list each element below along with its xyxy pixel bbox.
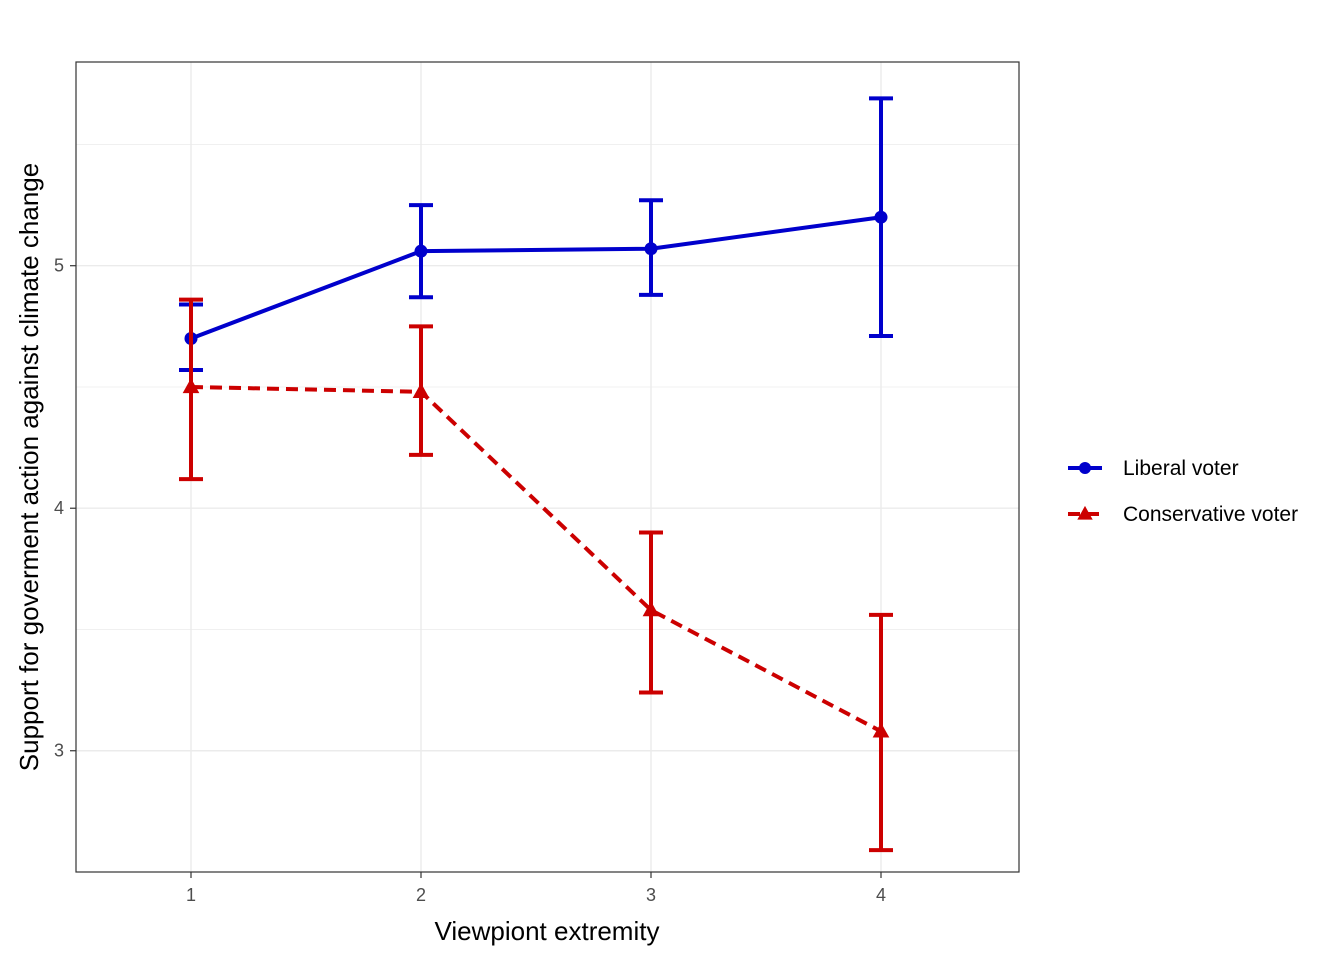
legend-label: Liberal voter	[1123, 457, 1239, 480]
legend-item: Conservative voter	[1068, 503, 1298, 526]
legend-item: Liberal voter	[1068, 457, 1239, 480]
legend-key-marker	[1079, 462, 1091, 474]
y-axis-title: Support for goverment action against cli…	[14, 163, 44, 771]
x-tick-label: 2	[416, 885, 426, 905]
data-point	[874, 210, 888, 224]
series-layer	[179, 96, 893, 853]
data-point	[642, 601, 660, 617]
legend-label: Conservative voter	[1123, 503, 1298, 526]
x-tick-label: 4	[876, 885, 886, 905]
axes-layer: 1 2 3 4 3 4 5	[54, 256, 886, 905]
plot-panel	[76, 62, 1019, 872]
series-line	[190, 215, 882, 341]
series-conservative	[179, 297, 893, 853]
x-axis-title: Viewpiont extremity	[435, 916, 660, 946]
data-point	[182, 378, 200, 394]
y-tick-label: 4	[54, 498, 64, 518]
x-tick-label: 1	[186, 885, 196, 905]
legend-key-marker	[1077, 505, 1093, 520]
series-line	[190, 384, 882, 734]
x-tick-label: 3	[646, 885, 656, 905]
data-point	[414, 244, 428, 258]
plot-border	[75, 61, 1020, 873]
legend: Liberal voter Conservative voter	[1068, 457, 1298, 526]
data-point	[644, 242, 658, 256]
data-point	[412, 383, 430, 398]
data-point	[872, 722, 890, 738]
y-tick-label: 3	[54, 741, 64, 761]
y-tick-label: 5	[54, 256, 64, 276]
